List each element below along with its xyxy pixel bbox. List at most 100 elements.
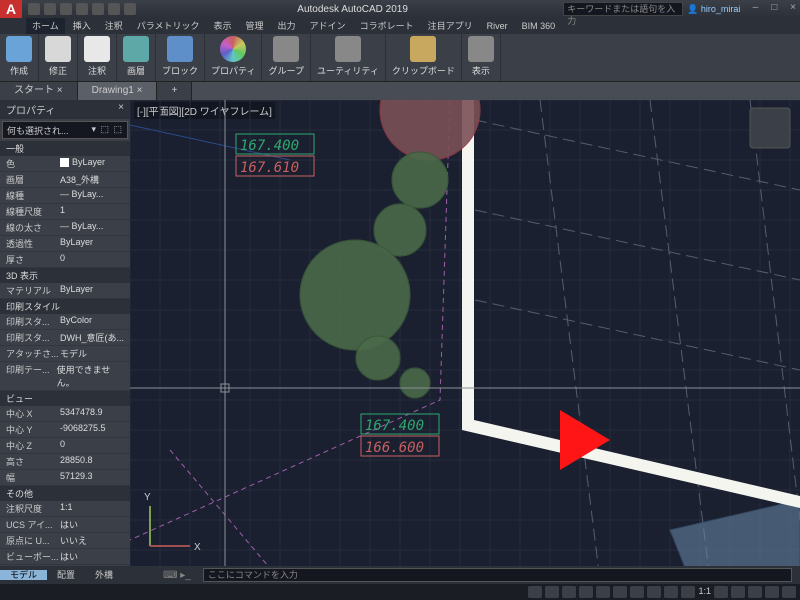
ribbon-tabs: ホーム挿入注釈パラメトリック表示管理出力アドインコラボレート注目アプリRiver…	[0, 18, 800, 34]
prop-section[interactable]: ビュー	[0, 391, 130, 406]
ribbon-btn-7[interactable]	[335, 36, 361, 62]
prop-row[interactable]: ビューポー...はい	[0, 549, 130, 565]
tray-menu-icon[interactable]	[782, 586, 796, 598]
layout-tab-1[interactable]: 配置	[47, 570, 85, 580]
tray-osnap-icon[interactable]	[613, 586, 627, 598]
tray-polar-icon[interactable]	[596, 586, 610, 598]
prop-row[interactable]: 高さ28850.8	[0, 454, 130, 470]
prop-row[interactable]: 線種— ByLay...	[0, 188, 130, 204]
prop-row[interactable]: 透過性ByLayer	[0, 236, 130, 252]
prop-section[interactable]: 印刷スタイル	[0, 299, 130, 314]
help-search-input[interactable]: キーワードまたは語句を入力	[563, 2, 683, 16]
prop-row[interactable]: 線の太さ— ByLay...	[0, 220, 130, 236]
ribbon-tab-11[interactable]: BIM 360	[516, 18, 562, 34]
tray-grid-icon[interactable]	[545, 586, 559, 598]
ribbon-tab-10[interactable]: River	[481, 18, 514, 34]
ribbon-btn-9[interactable]	[468, 36, 494, 62]
maximize-icon[interactable]: □	[767, 2, 781, 16]
qat-open-icon[interactable]	[44, 3, 56, 15]
prop-row[interactable]: 注釈尺度1:1	[0, 501, 130, 517]
ribbon-tab-4[interactable]: 表示	[208, 18, 238, 34]
ribbon-btn-5[interactable]	[220, 36, 246, 62]
prop-row[interactable]: 中心 X5347478.9	[0, 406, 130, 422]
layout-tab-0[interactable]: モデル	[0, 570, 47, 580]
prop-row[interactable]: UCS アイ...はい	[0, 517, 130, 533]
prop-row[interactable]: 原点に U...いいえ	[0, 533, 130, 549]
ribbon-tab-0[interactable]: ホーム	[26, 18, 65, 34]
tray-hw-icon[interactable]	[765, 586, 779, 598]
ribbon-tab-3[interactable]: パラメトリック	[131, 18, 206, 34]
user-name[interactable]: 👤 hiro_mirai	[687, 4, 740, 15]
selection-dropdown[interactable]: 何も選択され... ▾ ⬚ ⬚	[2, 121, 128, 139]
layout-tab-2[interactable]: 外構	[85, 570, 123, 580]
prop-row[interactable]: 色ByLayer	[0, 156, 130, 172]
properties-palette: プロパティ × 何も選択され... ▾ ⬚ ⬚ 一般色ByLayer画層A38_…	[0, 100, 130, 566]
new-tab-button[interactable]: +	[157, 82, 192, 100]
prop-row[interactable]: 線種尺度1	[0, 204, 130, 220]
app-logo[interactable]: A	[0, 0, 22, 18]
qat-saveas-icon[interactable]	[76, 3, 88, 15]
ribbon-btn-6[interactable]	[273, 36, 299, 62]
ribbon-btn-8[interactable]	[410, 36, 436, 62]
prop-row[interactable]: 幅57129.3	[0, 470, 130, 486]
ribbon-btn-0[interactable]	[6, 36, 32, 62]
qat-save-icon[interactable]	[60, 3, 72, 15]
tray-gear-icon[interactable]	[714, 586, 728, 598]
prop-row[interactable]: 画層A38_外構	[0, 172, 130, 188]
close-icon[interactable]: ×	[786, 2, 800, 16]
tray-cycle-icon[interactable]	[664, 586, 678, 598]
qat-plot-icon[interactable]	[92, 3, 104, 15]
prop-section[interactable]: その他	[0, 486, 130, 501]
prop-row[interactable]: 中心 Z0	[0, 438, 130, 454]
command-input[interactable]: ここにコマンドを入力	[203, 568, 792, 582]
ribbon-btn-2[interactable]	[84, 36, 110, 62]
status-tray: 1:1	[0, 584, 800, 600]
ribbon-label: 注釈	[88, 64, 106, 77]
prop-row[interactable]: 印刷スタ...DWH_意匠(あ...	[0, 330, 130, 346]
ribbon-label: プロパティ	[211, 64, 255, 77]
tray-lwt-icon[interactable]	[630, 586, 644, 598]
qat-undo-icon[interactable]	[108, 3, 120, 15]
tray-iso-icon[interactable]	[748, 586, 762, 598]
ribbon-group-9: 表示	[462, 34, 501, 81]
ribbon-tab-6[interactable]: 出力	[272, 18, 302, 34]
window-buttons: – □ ×	[746, 2, 800, 16]
ribbon-btn-3[interactable]	[123, 36, 149, 62]
prop-row[interactable]: 印刷テー...使用できません。	[0, 362, 130, 391]
tray-snap-icon[interactable]	[562, 586, 576, 598]
ribbon-group-2: 注釈	[78, 34, 117, 81]
ribbon-btn-4[interactable]	[167, 36, 193, 62]
ribbon-tab-2[interactable]: 注釈	[99, 18, 129, 34]
tray-anno-icon[interactable]	[681, 586, 695, 598]
ribbon-group-3: 画層	[117, 34, 156, 81]
minimize-icon[interactable]: –	[748, 2, 762, 16]
prop-row[interactable]: 中心 Y-9068275.5	[0, 422, 130, 438]
ribbon-btn-1[interactable]	[45, 36, 71, 62]
palette-close-icon[interactable]: ×	[118, 102, 124, 117]
ribbon-tab-7[interactable]: アドイン	[304, 18, 352, 34]
doc-tab-0[interactable]: スタート ×	[0, 82, 78, 100]
drawing-canvas[interactable]: [-][平面図][2D ワイヤフレーム] 167.400167.610167.4…	[130, 100, 800, 566]
prop-row[interactable]: マテリアルByLayer	[0, 283, 130, 299]
qat-redo-icon[interactable]	[124, 3, 136, 15]
tray-clean-icon[interactable]	[731, 586, 745, 598]
ribbon-label: 作成	[10, 64, 28, 77]
qat-new-icon[interactable]	[28, 3, 40, 15]
palette-title-bar[interactable]: プロパティ ×	[0, 100, 130, 119]
prop-section[interactable]: 3D 表示	[0, 268, 130, 283]
tray-ortho-icon[interactable]	[579, 586, 593, 598]
prop-row[interactable]: 印刷スタ...ByColor	[0, 314, 130, 330]
tray-scale[interactable]: 1:1	[698, 586, 711, 598]
ribbon-tab-5[interactable]: 管理	[240, 18, 270, 34]
ribbon-tab-8[interactable]: コラボレート	[354, 18, 420, 34]
prop-section[interactable]: 一般	[0, 141, 130, 156]
status-bar: モデル配置外構 ⌨ ▸_ ここにコマンドを入力	[0, 566, 800, 584]
prop-row[interactable]: 厚さ0	[0, 252, 130, 268]
doc-tab-1[interactable]: Drawing1 ×	[78, 82, 158, 100]
tray-trans-icon[interactable]	[647, 586, 661, 598]
prop-row[interactable]: アタッチさ...モデル	[0, 346, 130, 362]
ribbon-tab-1[interactable]: 挿入	[67, 18, 97, 34]
ribbon-tab-9[interactable]: 注目アプリ	[422, 18, 479, 34]
ribbon-group-6: グループ	[262, 34, 310, 81]
tray-model-icon[interactable]	[528, 586, 542, 598]
